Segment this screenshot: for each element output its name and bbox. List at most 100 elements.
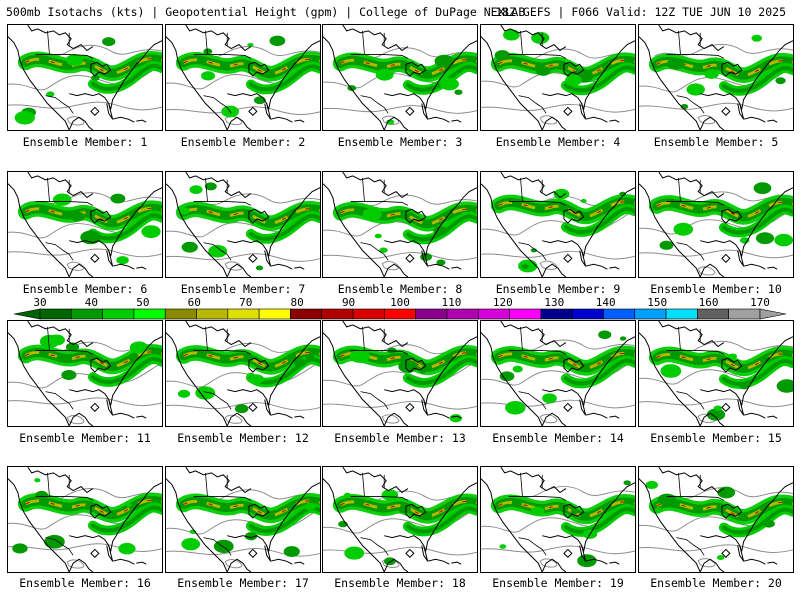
coastline [185,172,252,199]
ensemble-member-map [638,466,794,573]
ensemble-member-map [165,466,321,573]
political-border [678,326,681,351]
coastline [90,253,100,263]
coastline [90,106,100,116]
ensemble-member-map [7,466,163,573]
colorbar-swatch [446,308,479,320]
coastline [112,558,135,565]
political-border [362,30,365,55]
coastline [185,467,252,494]
coastline [110,482,162,552]
political-border [362,326,365,351]
member-map-canvas [639,321,793,426]
coastline [658,25,725,52]
coastline [405,357,427,373]
isotach-field [175,35,320,118]
coastline [405,548,415,558]
coastline [700,535,743,552]
height-contour [639,102,793,112]
coastline [563,503,585,519]
coastline [541,412,567,426]
isotach-field [648,182,793,250]
coastline [500,25,567,52]
isotach-field [17,193,162,265]
coastline [585,558,608,565]
coastline [767,266,778,270]
coastline [166,183,228,277]
colorbar-swatch [258,308,291,320]
ensemble-member-map [165,24,321,131]
height-contour [66,414,85,425]
height-contour [166,363,320,388]
coastline [136,561,147,565]
coastline [294,266,305,270]
coastline [342,321,409,348]
coastline [270,412,293,419]
coastline [323,332,385,426]
coastline [500,321,567,348]
political-border [47,177,50,202]
colorbar-swatch [133,308,166,320]
isotach-field [645,480,793,560]
ensemble-member-map [480,24,636,131]
colorbar-swatch [227,308,260,320]
member-map-canvas [8,172,162,277]
ensemble-member-map [480,320,636,427]
political-border [350,201,409,206]
height-contour [166,106,320,116]
colorbar-tick-label: 80 [290,296,304,309]
coastline [264,545,272,562]
coastline [500,467,567,494]
coastline [136,415,147,419]
coastline [227,240,270,257]
coastline [721,503,743,519]
member-map-canvas [481,467,635,572]
height-contour [8,66,162,91]
political-border [362,177,365,202]
member-map-canvas [639,172,793,277]
coastline [421,545,429,562]
political-border [508,496,567,501]
height-contour [323,510,477,534]
coastline [69,93,112,110]
colorbar-swatch [634,308,667,320]
coastline [384,240,427,257]
coastline [384,535,427,552]
political-border [678,472,681,497]
colorbar-swatch [39,308,72,320]
political-border [45,391,74,410]
political-border [203,242,232,261]
coastline [583,482,635,552]
coastline [741,40,793,110]
coastline [421,399,429,416]
coastline [451,415,462,419]
coastline [741,336,793,406]
colorbar-swatch [665,308,698,320]
political-border [678,177,681,202]
coastline [248,253,258,263]
colorbar-labels: 30 40 50 60 70 80 90 100 110 120 130 140 150 160 170 [0,296,800,309]
height-contour [539,414,558,424]
political-border [205,177,208,202]
coastline [425,336,477,406]
coastline [226,412,252,426]
coastline [563,253,573,263]
political-border [666,201,725,206]
political-border [666,54,725,59]
isotach-field [490,330,635,415]
isotach-field [490,29,635,96]
coastline [69,389,112,406]
member-map-canvas [639,467,793,572]
ensemble-member-map [638,24,794,131]
coastline [451,266,462,270]
colorbar-swatch [102,308,135,320]
member-caption: Ensemble Member: 4 [495,135,621,149]
height-contour [697,558,716,568]
member-caption: Ensemble Member: 1 [22,135,148,149]
coastline [166,332,228,426]
coastline [699,558,725,572]
political-border [35,496,94,501]
political-border [193,350,252,355]
coastline [8,183,70,277]
height-contour [323,363,477,387]
